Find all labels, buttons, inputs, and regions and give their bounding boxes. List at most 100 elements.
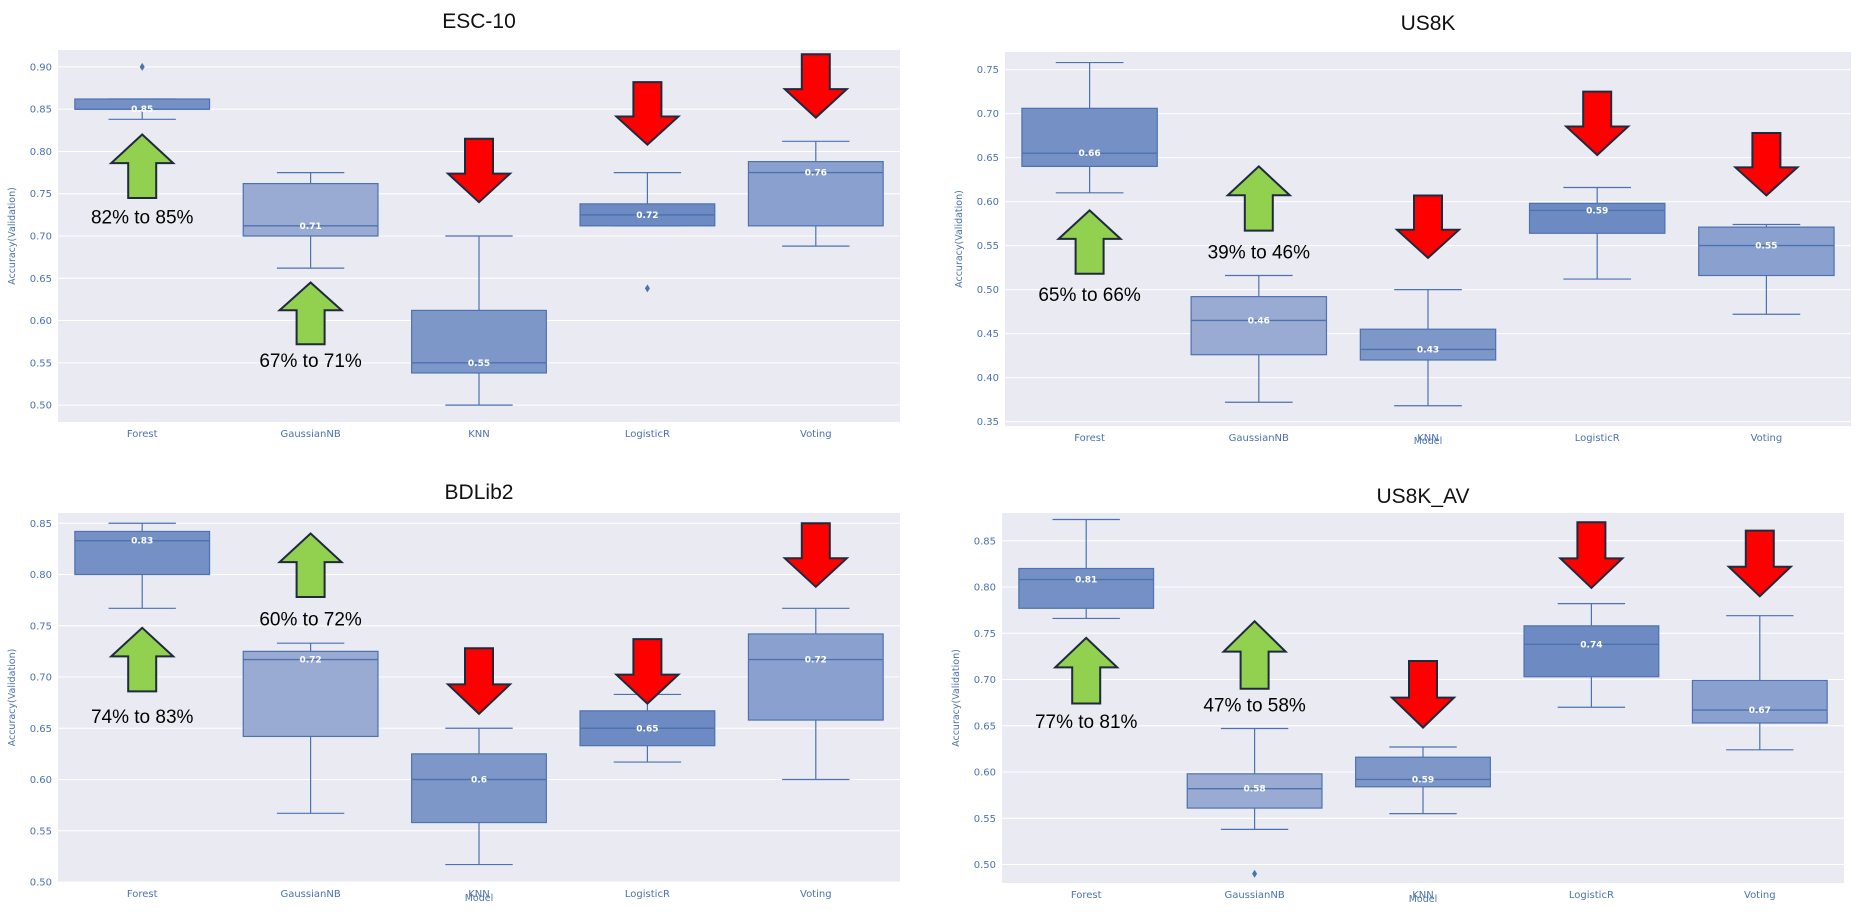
down-arrow-icon	[782, 522, 850, 589]
y-tick-label: 0.85	[30, 519, 52, 530]
y-tick-label: 0.80	[974, 583, 996, 594]
y-tick-label: 0.50	[977, 285, 999, 296]
median-value-label: 0.59	[1586, 206, 1608, 216]
y-tick-label: 0.70	[977, 109, 999, 120]
y-tick-label: 0.70	[974, 675, 996, 686]
annotation-text: 82% to 85%	[91, 207, 194, 228]
up-arrow-icon	[108, 626, 176, 693]
median-value-label: 0.72	[805, 656, 827, 666]
x-tick-label: Forest	[1074, 433, 1105, 444]
box-iqr	[242, 650, 379, 738]
box-iqr	[74, 530, 211, 576]
chart-title: ESC-10	[442, 10, 516, 33]
box-logisticr: 0.72	[579, 171, 716, 293]
box-logisticr: 0.59	[1528, 186, 1666, 280]
x-tick-label: GaussianNB	[280, 889, 340, 900]
y-tick-label: 0.70	[30, 232, 52, 243]
x-tick-label: KNN	[468, 889, 490, 900]
down-arrow-icon	[1389, 660, 1457, 729]
box-knn: 0.59	[1355, 746, 1491, 815]
y-axis-label: Accuracy(Validation)	[7, 649, 18, 747]
box-forest: 0.81	[1018, 518, 1155, 620]
y-tick-label: 0.35	[977, 417, 999, 428]
annotation-text: 74% to 83%	[91, 707, 194, 728]
x-tick-label: Forest	[127, 889, 158, 900]
box-gaussiannb: 0.58	[1186, 727, 1323, 878]
annotation-text: 67% to 71%	[259, 351, 362, 372]
box-voting: 0.67	[1691, 615, 1828, 751]
x-axis-label: Model	[465, 893, 494, 904]
boxplot-panel: US8K 0.35 0.40 0.45 0.50 0.55 0.60 0.65 0.70 0.75…	[954, 12, 1851, 447]
x-tick-label: KNN	[1412, 890, 1434, 901]
y-tick-label: 0.80	[30, 570, 52, 581]
box-knn: 0.43	[1359, 289, 1497, 407]
up-arrow-icon	[1056, 209, 1124, 275]
y-tick-label: 0.40	[977, 373, 999, 384]
y-tick-label: 0.75	[30, 621, 52, 632]
box-iqr	[747, 633, 884, 721]
box-iqr	[1698, 226, 1835, 277]
chart-title: US8K_AV	[1377, 485, 1470, 508]
down-arrow-icon	[782, 53, 850, 119]
box-voting: 0.76	[747, 140, 884, 247]
x-tick-label: Voting	[800, 889, 832, 900]
box-gaussiannb: 0.71	[242, 171, 379, 269]
y-tick-label: 0.55	[30, 826, 52, 837]
annotation-text: 60% to 72%	[259, 610, 362, 631]
median-value-label: 0.55	[468, 359, 490, 369]
y-tick-label: 0.90	[30, 62, 52, 73]
box-iqr	[411, 753, 547, 824]
down-arrow-icon	[613, 638, 681, 706]
median-value-label: 0.83	[131, 537, 153, 547]
up-arrow-icon	[108, 133, 176, 199]
down-arrow-icon	[1394, 194, 1462, 260]
box-knn: 0.55	[411, 235, 547, 406]
median-value-label: 0.46	[1248, 316, 1270, 326]
y-tick-label: 0.70	[30, 673, 52, 684]
down-arrow-icon	[613, 81, 681, 147]
annotation-text: 65% to 66%	[1038, 285, 1141, 306]
y-tick-label: 0.65	[30, 724, 52, 735]
box-gaussiannb: 0.72	[242, 642, 379, 814]
y-tick-label: 0.50	[30, 878, 52, 889]
y-axis-label: Accuracy(Validation)	[954, 190, 965, 288]
y-tick-label: 0.85	[974, 536, 996, 547]
box-iqr	[1021, 107, 1158, 167]
box-iqr	[242, 182, 379, 237]
box-iqr	[1186, 773, 1323, 809]
y-tick-label: 0.55	[977, 241, 999, 252]
box-iqr	[1018, 567, 1155, 609]
box-voting: 0.55	[1698, 223, 1835, 315]
median-value-label: 0.59	[1412, 775, 1434, 785]
down-arrow-icon	[1563, 90, 1631, 157]
chart-title: BDLib2	[445, 481, 514, 504]
x-tick-label: LogisticR	[625, 889, 670, 900]
y-tick-label: 0.50	[974, 860, 996, 871]
median-value-label: 0.76	[805, 169, 827, 179]
down-arrow-icon	[1726, 529, 1794, 598]
up-arrow-icon	[1052, 636, 1120, 705]
x-tick-label: KNN	[468, 429, 490, 440]
median-value-label: 0.71	[299, 222, 321, 232]
x-tick-label: GaussianNB	[1229, 433, 1289, 444]
median-value-label: 0.85	[131, 105, 153, 115]
up-arrow-icon	[276, 281, 345, 346]
x-tick-label: LogisticR	[625, 429, 670, 440]
x-tick-label: Forest	[127, 429, 158, 440]
y-axis-label: Accuracy(Validation)	[7, 187, 18, 285]
down-arrow-icon	[1732, 131, 1800, 197]
y-tick-label: 0.55	[30, 358, 52, 369]
y-tick-label: 0.55	[974, 814, 996, 825]
boxplot-panel: BDLib2 0.50 0.55 0.60 0.65 0.70 0.75 0.80 0.85 Ac…	[7, 481, 900, 904]
median-value-label: 0.74	[1580, 640, 1602, 650]
median-value-label: 0.67	[1749, 706, 1771, 716]
box-iqr	[1523, 625, 1660, 678]
median-value-label: 0.65	[636, 724, 658, 734]
outlier-point	[1252, 869, 1258, 878]
box-iqr	[1359, 328, 1497, 361]
y-tick-label: 0.60	[974, 768, 996, 779]
box-logisticr: 0.74	[1523, 603, 1660, 708]
y-tick-label: 0.65	[974, 721, 996, 732]
y-tick-label: 0.75	[30, 189, 52, 200]
